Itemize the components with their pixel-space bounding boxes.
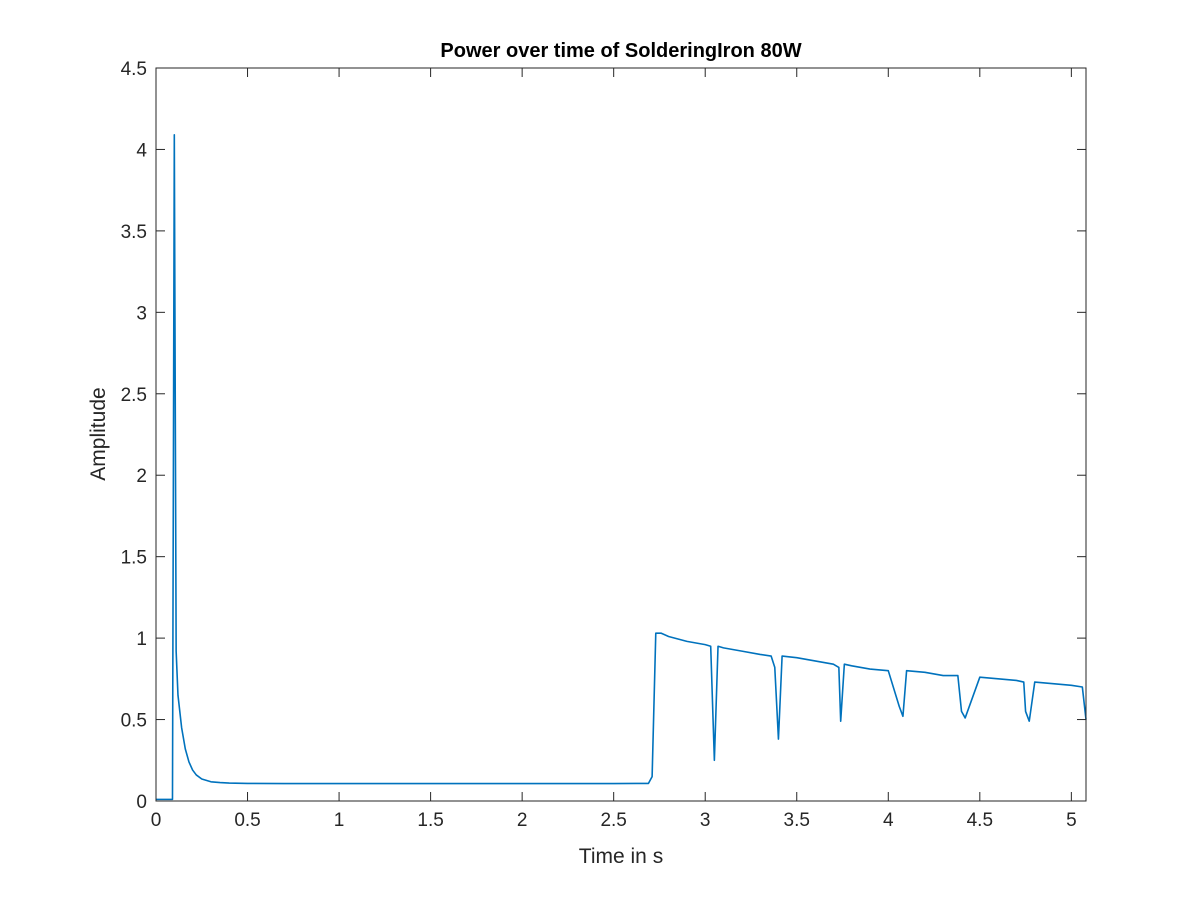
y-tick-label: 2.5 [121, 385, 147, 406]
x-tick-label: 3 [700, 810, 711, 831]
y-tick-label: 3.5 [121, 222, 147, 243]
y-tick-label: 3 [136, 303, 147, 324]
x-tick-label: 4 [883, 810, 894, 831]
x-tick-label: 3.5 [784, 810, 810, 831]
y-tick-label: 1.5 [121, 548, 147, 569]
chart-title: Power over time of SolderingIron 80W [440, 40, 801, 62]
x-tick-label: 1 [334, 810, 345, 831]
x-tick-label: 1.5 [417, 810, 443, 831]
series-line-0 [156, 133, 1087, 801]
x-tick-label: 0 [151, 810, 162, 831]
y-tick-label: 4 [136, 140, 147, 161]
x-tick-label: 0.5 [234, 810, 260, 831]
x-tick-label: 4.5 [967, 810, 993, 831]
y-tick-label: 0.5 [121, 711, 147, 732]
ticks-layer: 0 0.5 1 1.5 2 2.5 3 3.5 4 4.5 5 0 0.5 1 1.5 2 2.5 3 3.5 4 4.… [121, 59, 1086, 831]
series-layer [156, 133, 1087, 801]
y-axis-label: Amplitude [87, 387, 110, 480]
y-tick-label: 4.5 [121, 59, 147, 80]
y-tick-label: 2 [136, 466, 147, 487]
y-tick-label: 0 [136, 792, 147, 813]
x-tick-label: 2.5 [600, 810, 626, 831]
x-axis-label: Time in s [579, 845, 663, 868]
x-tick-label: 5 [1066, 810, 1077, 831]
axes-layer [155, 67, 1087, 802]
x-tick-label: 2 [517, 810, 528, 831]
axes-box [155, 67, 1087, 802]
y-tick-label: 1 [136, 629, 147, 650]
plot-area [156, 68, 1086, 801]
